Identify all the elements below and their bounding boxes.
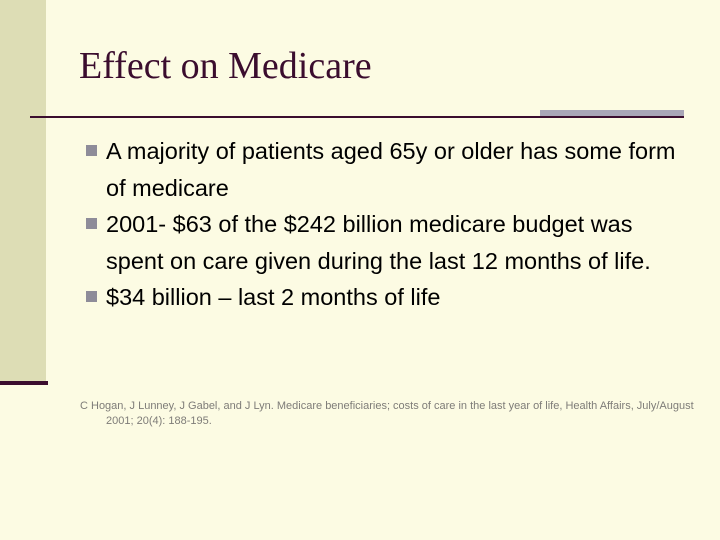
bullet-text: $34 billion – last 2 months of life xyxy=(106,284,441,310)
sidebar-foot-rule xyxy=(0,381,48,385)
square-bullet-icon xyxy=(86,291,97,302)
bullet-text: 2001- $63 of the $242 billion medicare b… xyxy=(106,211,651,274)
bullet-text: A majority of patients aged 65y or older… xyxy=(106,138,676,201)
title-rule-accent xyxy=(540,110,684,117)
slide-title: Effect on Medicare xyxy=(79,45,372,87)
title-rule xyxy=(30,116,684,118)
bullet-item: 2001- $63 of the $242 billion medicare b… xyxy=(84,206,694,279)
sidebar-decoration xyxy=(0,0,46,383)
citation-reference: C Hogan, J Lunney, J Gabel, and J Lyn. M… xyxy=(80,400,694,427)
bullet-list: A majority of patients aged 65y or older… xyxy=(84,133,694,316)
bullet-item: A majority of patients aged 65y or older… xyxy=(84,133,694,206)
square-bullet-icon xyxy=(86,145,97,156)
bullet-item: $34 billion – last 2 months of life xyxy=(84,279,694,316)
square-bullet-icon xyxy=(86,218,97,229)
